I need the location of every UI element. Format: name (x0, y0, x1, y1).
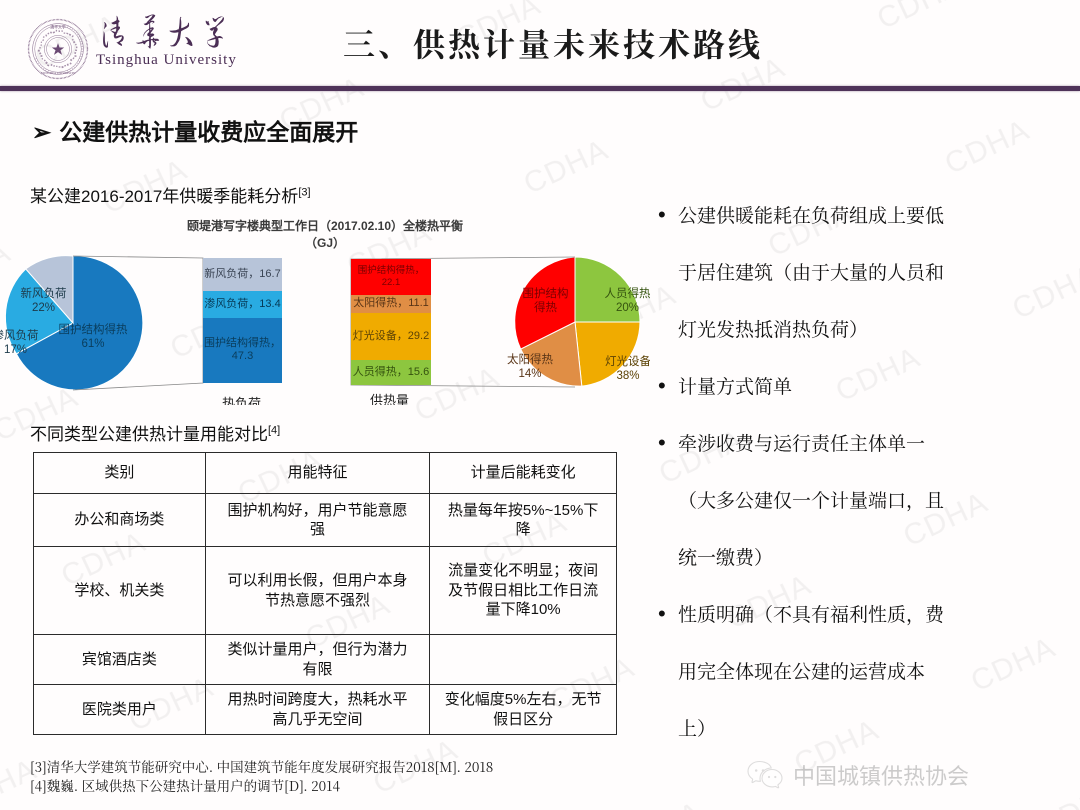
svg-text:清华大学: 清华大学 (50, 25, 66, 30)
svg-text:TSINGHUA UNIVERSITY: TSINGHUA UNIVERSITY (41, 71, 76, 75)
